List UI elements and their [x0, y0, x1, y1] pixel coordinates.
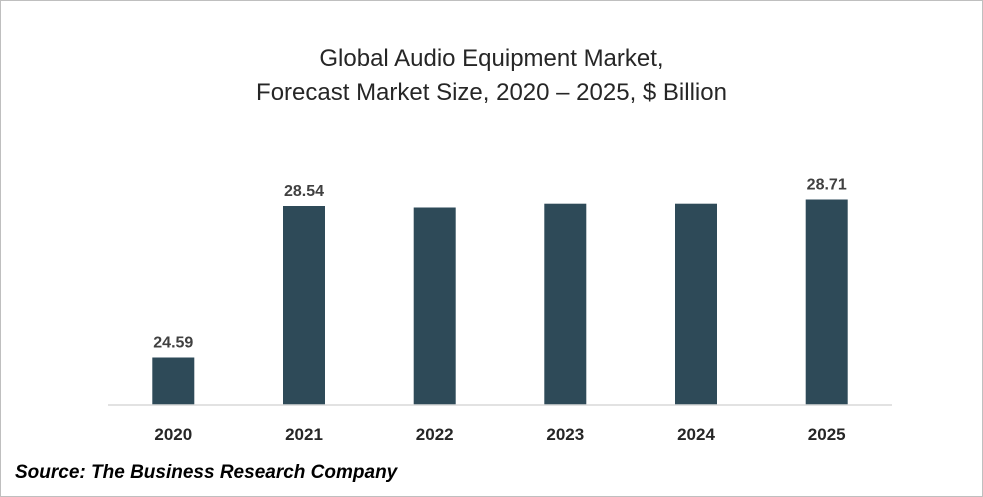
bar-2023: [544, 203, 587, 405]
data-label-2021: 28.54: [284, 183, 324, 200]
source-note: Source: The Business Research Company: [15, 462, 398, 483]
x-tick-label-2020: 2020: [154, 425, 192, 444]
data-labels-group: 24.59 28.54 28.71: [153, 177, 847, 352]
tick-labels-group: 2020 2021 2022 2023 2024 2025: [154, 425, 845, 444]
bars-group: [152, 199, 848, 405]
bar-2021: [283, 206, 325, 405]
x-tick-label-2024: 2024: [677, 425, 715, 444]
bar-2022: [413, 207, 456, 405]
bar-2024: [675, 203, 717, 405]
data-label-2025: 28.71: [807, 177, 847, 194]
x-tick-label-2025: 2025: [808, 425, 846, 444]
x-tick-label-2022: 2022: [416, 425, 454, 444]
chart-title-block: Global Audio Equipment Market, Forecast …: [0, 42, 983, 110]
bar-2020: [152, 357, 195, 405]
chart-subtitle: Forecast Market Size, 2020 – 2025, $ Bil…: [256, 79, 727, 106]
bar-2025: [805, 199, 848, 405]
x-tick-label-2021: 2021: [285, 425, 323, 444]
data-label-2020: 24.59: [153, 335, 193, 352]
chart-title: Global Audio Equipment Market,: [319, 45, 664, 72]
x-tick-label-2023: 2023: [546, 425, 584, 444]
